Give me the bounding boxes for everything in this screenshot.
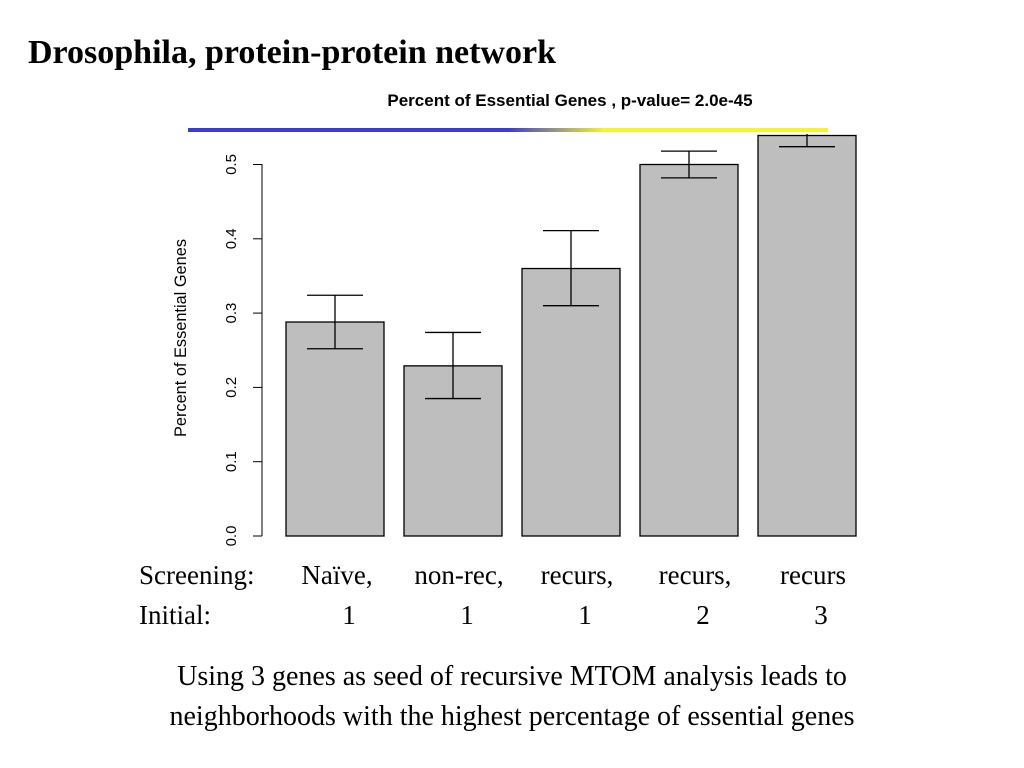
y-tick-label: 0.0 [223, 526, 240, 547]
chart-title: Percent of Essential Genes , p-value= 2.… [387, 91, 752, 110]
error-bar-group [307, 134, 835, 400]
y-axis-label: Percent of Essential Genes [171, 239, 190, 437]
initial-value: 2 [696, 600, 710, 630]
caption-line-1: Using 3 genes as seed of recursive MTOM … [177, 661, 847, 692]
screening-value: Naïve, [301, 560, 373, 590]
y-tick-label: 0.3 [223, 303, 240, 324]
screening-value: recurs, [540, 560, 614, 590]
caption-line-2: neighborhoods with the highest percentag… [169, 701, 855, 732]
initial-value: 1 [460, 600, 474, 630]
bar-chart: Percent of Essential Genes , p-value= 2.… [171, 91, 857, 546]
bar-group [285, 134, 857, 537]
y-tick-label: 0.5 [223, 154, 240, 175]
screening-label: Screening: [139, 560, 255, 590]
bar [285, 321, 385, 537]
y-tick-label: 0.1 [223, 451, 240, 472]
screening-value: recurs [780, 560, 846, 590]
screening-value: recurs, [658, 560, 732, 590]
y-tick-label: 0.4 [223, 228, 240, 249]
bar [639, 163, 739, 537]
bar [521, 267, 621, 537]
caption: Using 3 genes as seed of recursive MTOM … [0, 657, 1024, 737]
screening-value: non-rec, [414, 560, 504, 590]
initial-value: 3 [814, 600, 828, 630]
title-gradient-bar [188, 128, 828, 132]
initial-value: 1 [578, 600, 592, 630]
y-axis-ticks: 0.0 0.1 0.2 0.3 0.4 0.5 [223, 154, 262, 546]
y-tick-label: 0.2 [223, 377, 240, 398]
initial-label: Initial: [139, 600, 211, 630]
slide-title: Drosophila, protein-protein network [28, 34, 556, 71]
initial-value: 1 [342, 600, 356, 630]
bar [757, 134, 857, 537]
